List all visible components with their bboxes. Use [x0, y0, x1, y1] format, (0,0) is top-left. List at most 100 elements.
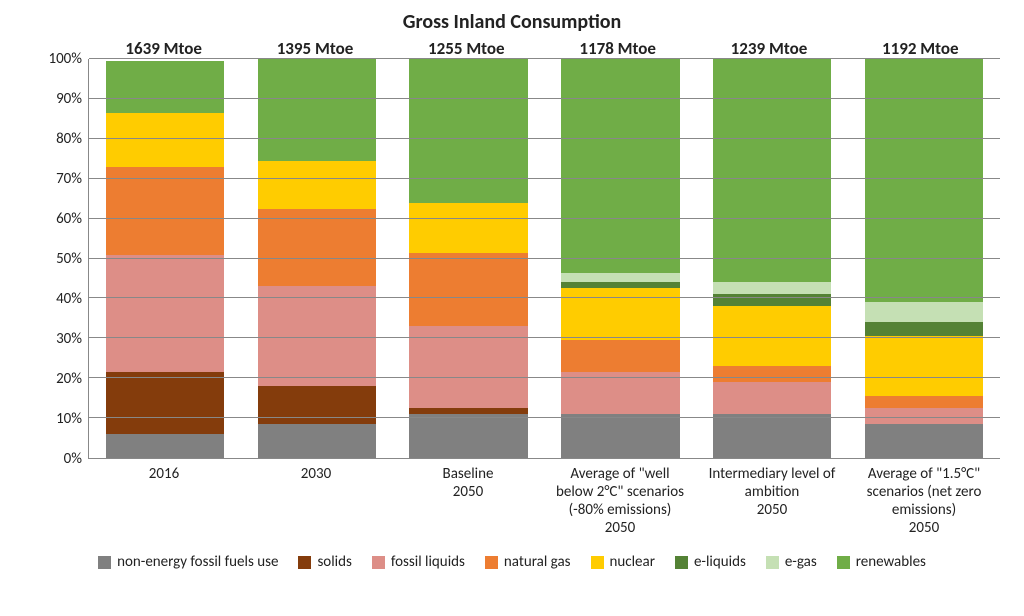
legend-label: solids	[317, 553, 351, 571]
bar-segment-non_energy	[258, 424, 376, 458]
stacked-bar	[409, 59, 527, 458]
legend-item: e-gas	[766, 553, 817, 571]
legend-label: e-liquids	[694, 553, 746, 571]
x-tick-label: 2016	[88, 465, 240, 537]
bar-segment-nuclear	[258, 161, 376, 209]
x-axis: 20162030Baseline2050Average of "wellbelo…	[88, 465, 1000, 537]
bar-segment-renewables	[258, 59, 376, 161]
bar-segment-nuclear	[106, 113, 224, 167]
legend-item: non-energy fossil fuels use	[98, 553, 278, 571]
grid-line	[89, 258, 1000, 259]
y-tick-label: 60%	[56, 210, 82, 228]
legend-item: solids	[298, 553, 351, 571]
legend-item: nuclear	[591, 553, 655, 571]
bar-segment-nuclear	[865, 336, 983, 396]
stacked-bar	[713, 59, 831, 458]
bar-segment-renewables	[409, 59, 527, 203]
grid-line	[89, 178, 1000, 179]
y-tick-label: 40%	[56, 290, 82, 308]
chart-container: Gross Inland Consumption 1639 Mtoe1395 M…	[0, 0, 1024, 616]
bar-segment-natural_gas	[561, 340, 679, 372]
y-tick-label: 0%	[64, 450, 82, 468]
x-tick-label: Average of "1.5°C"scenarios (net zeroemi…	[848, 465, 1000, 537]
grid-line	[89, 138, 1000, 139]
legend-label: non-energy fossil fuels use	[117, 553, 278, 571]
totals-row: 1639 Mtoe1395 Mtoe1255 Mtoe1178 Mtoe1239…	[88, 38, 996, 59]
bar-slot	[393, 59, 545, 458]
bar-segment-renewables	[106, 61, 224, 113]
total-label: 1239 Mtoe	[693, 38, 844, 59]
legend-item: e-liquids	[675, 553, 746, 571]
bar-slot	[696, 59, 848, 458]
legend: non-energy fossil fuels use solids fossil …	[24, 553, 1000, 571]
grid-line	[89, 218, 1000, 219]
legend-label: natural gas	[504, 553, 571, 571]
bar-segment-natural_gas	[713, 366, 831, 382]
legend-label: renewables	[856, 553, 926, 571]
legend-label: fossil liquids	[391, 553, 465, 571]
bar-segment-natural_gas	[409, 253, 527, 327]
x-tick-label: 2030	[240, 465, 392, 537]
stacked-bar	[258, 59, 376, 458]
bar-segment-fossil_liq	[865, 408, 983, 424]
stacked-bar	[561, 59, 679, 458]
grid-line	[89, 297, 1000, 298]
x-tick-label: Average of "wellbelow 2°C" scenarios(-80…	[544, 465, 696, 537]
x-tick-label: Baseline2050	[392, 465, 544, 537]
bar-segment-e_liquids	[713, 294, 831, 306]
total-label: 1639 Mtoe	[88, 38, 239, 59]
bar-segment-renewables	[561, 59, 679, 272]
bar-segment-fossil_liq	[713, 382, 831, 414]
bar-segment-non_energy	[409, 414, 527, 458]
bars-layer	[89, 59, 1000, 458]
bar-segment-solids	[106, 372, 224, 434]
bar-segment-e_gas	[561, 273, 679, 283]
y-tick-label: 30%	[56, 330, 82, 348]
bar-segment-non_energy	[106, 434, 224, 458]
legend-swatch	[372, 556, 385, 569]
bar-segment-e_gas	[713, 282, 831, 294]
bar-segment-natural_gas	[106, 167, 224, 255]
legend-swatch	[485, 556, 498, 569]
total-label: 1178 Mtoe	[542, 38, 693, 59]
bar-segment-nuclear	[409, 203, 527, 253]
legend-item: fossil liquids	[372, 553, 465, 571]
grid-line	[89, 58, 1000, 59]
total-label: 1395 Mtoe	[239, 38, 390, 59]
grid-line	[89, 417, 1000, 418]
bar-segment-natural_gas	[258, 209, 376, 287]
plot-row: 0%10%20%30%40%50%60%70%80%90%100%	[24, 59, 1000, 459]
y-tick-label: 90%	[56, 90, 82, 108]
y-tick-label: 70%	[56, 170, 82, 188]
bar-segment-nuclear	[561, 288, 679, 340]
bar-segment-fossil_liq	[106, 255, 224, 373]
chart-title: Gross Inland Consumption	[24, 10, 1000, 34]
grid-line	[89, 98, 1000, 99]
x-tick-label: Intermediary level ofambition2050	[696, 465, 848, 537]
bar-slot	[544, 59, 696, 458]
bar-segment-renewables	[713, 59, 831, 282]
plot-area	[88, 59, 1000, 459]
y-tick-label: 10%	[56, 410, 82, 428]
legend-swatch	[591, 556, 604, 569]
bar-segment-fossil_liq	[409, 326, 527, 408]
bar-segment-non_energy	[713, 414, 831, 458]
legend-swatch	[98, 556, 111, 569]
bar-slot	[848, 59, 1000, 458]
stacked-bar	[106, 59, 224, 458]
bar-segment-non_energy	[561, 414, 679, 458]
legend-label: nuclear	[610, 553, 655, 571]
legend-item: renewables	[837, 553, 926, 571]
stacked-bar	[865, 59, 983, 458]
total-label: 1192 Mtoe	[845, 38, 996, 59]
legend-label: e-gas	[785, 553, 817, 571]
y-tick-label: 80%	[56, 130, 82, 148]
bar-segment-natural_gas	[865, 396, 983, 408]
legend-swatch	[675, 556, 688, 569]
bar-slot	[89, 59, 241, 458]
y-tick-label: 100%	[48, 50, 82, 68]
bar-segment-renewables	[865, 59, 983, 302]
y-axis: 0%10%20%30%40%50%60%70%80%90%100%	[24, 59, 88, 459]
grid-line	[89, 337, 1000, 338]
y-tick-label: 50%	[56, 250, 82, 268]
